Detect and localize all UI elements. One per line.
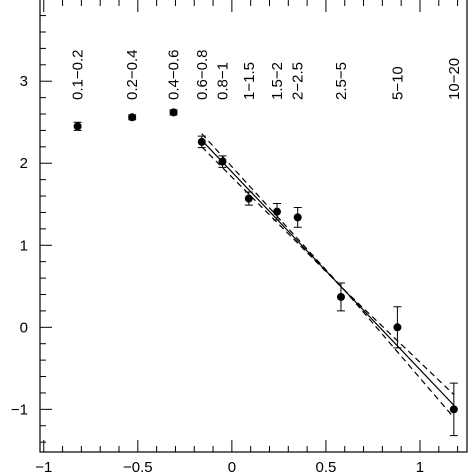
bin-label: 2−2.5 (290, 62, 307, 100)
bin-label: 0.8−1 (214, 62, 231, 100)
bin-label: 0.6−0.8 (194, 50, 211, 100)
bin-label: 2.5−5 (333, 62, 350, 100)
x-tick-label: −1 (35, 459, 52, 474)
x-tick-label: −0.5 (123, 459, 153, 474)
data-point (218, 157, 227, 166)
data-point (449, 405, 458, 414)
fit-line (201, 133, 455, 396)
x-tick-label: 1 (416, 459, 424, 474)
plot-area (73, 108, 458, 437)
data-point (293, 213, 302, 222)
bin-label: 0.4−0.6 (166, 50, 183, 100)
bin-label: 0.2−0.4 (124, 50, 141, 100)
data-point (169, 108, 178, 117)
fit-line (201, 139, 455, 406)
data-point (336, 292, 345, 301)
data-point (393, 323, 402, 332)
x-tick-label: 0.5 (315, 459, 336, 474)
data-point (128, 113, 137, 122)
data-point (273, 207, 282, 216)
data-point (73, 122, 82, 131)
bin-label: 5−10 (389, 66, 406, 100)
y-tick-label: −1 (11, 401, 28, 418)
y-tick-label: 0 (20, 319, 28, 336)
bin-label: 1−1.5 (241, 62, 258, 100)
bin-label: 1.5−2 (269, 62, 286, 100)
fit-line (201, 146, 455, 418)
data-point (197, 137, 206, 146)
y-tick-label: 3 (20, 73, 28, 90)
bin-label: 0.1−0.2 (70, 50, 87, 100)
data-point (244, 194, 253, 203)
y-tick-label: 1 (20, 237, 28, 254)
y-tick-label: 2 (20, 155, 28, 172)
x-tick-label: 0 (228, 459, 236, 474)
plot-frame (39, 0, 468, 453)
bin-label: 10−20 (446, 58, 463, 100)
